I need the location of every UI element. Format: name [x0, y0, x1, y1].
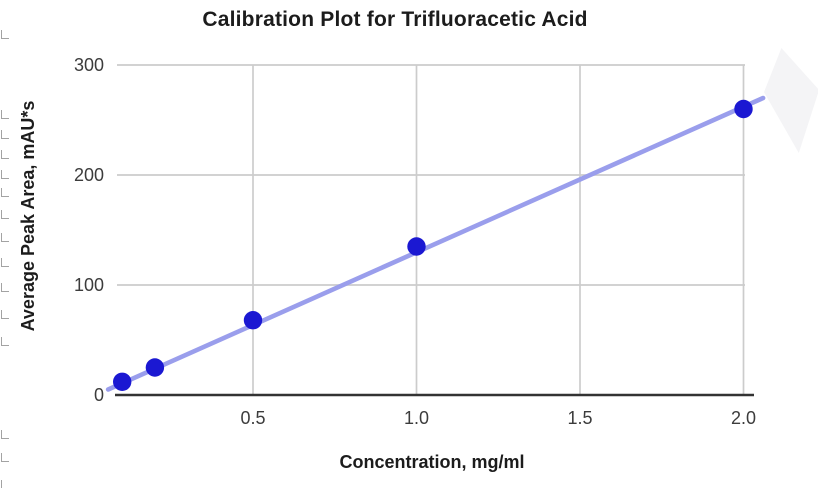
y-tick-label: 100	[74, 275, 104, 295]
sheet-cell-corner-mark	[1, 130, 9, 139]
sheet-cell-corner-mark	[1, 258, 9, 267]
data-point	[145, 358, 165, 377]
data-point	[407, 237, 426, 256]
data-point	[734, 99, 753, 119]
y-tick-label: 300	[74, 55, 104, 75]
y-tick-label: 0	[94, 385, 104, 405]
sheet-cell-corner-mark	[1, 337, 9, 346]
y-tick-label: 200	[74, 165, 104, 185]
x-tick-label: 2.0	[731, 408, 756, 428]
sheet-cell-corner-mark	[1, 30, 9, 39]
sheet-cell-corner-mark	[1, 188, 9, 197]
x-tick-label: 1.5	[567, 408, 592, 428]
data-point	[243, 311, 263, 330]
sheet-cell-corner-mark	[1, 430, 9, 439]
x-tick-label: 1.0	[404, 408, 429, 428]
x-axis-title: Concentration, mg/ml	[339, 452, 525, 472]
x-tick-label: 0.5	[240, 408, 265, 428]
sheet-cell-corner-mark	[1, 310, 9, 319]
sheet-cell-corner-mark	[1, 480, 9, 488]
trendline	[105, 95, 766, 392]
sheet-cell-corner-mark	[1, 210, 9, 219]
sheet-cell-corner-mark	[1, 170, 9, 179]
sheet-cell-corner-mark	[1, 110, 9, 119]
sheet-cell-corner-mark	[1, 233, 9, 242]
sheet-cell-corner-mark	[1, 453, 9, 462]
chart-title: Calibration Plot for Trifluoracetic Acid	[202, 8, 588, 31]
data-point	[113, 372, 132, 391]
sheet-cell-corner-mark	[1, 283, 9, 292]
sheet-cell-corner-mark	[1, 150, 9, 159]
